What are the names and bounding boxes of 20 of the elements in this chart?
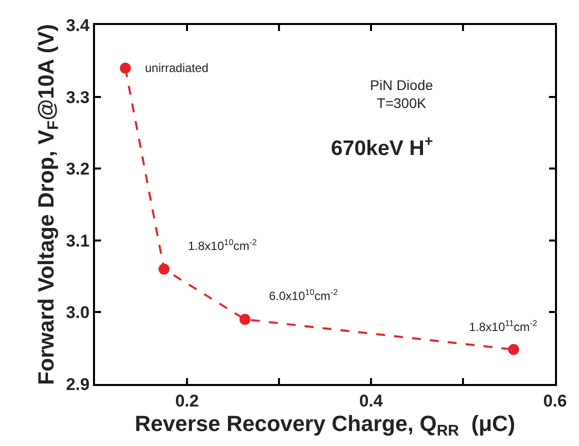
y-tick-label: 3.2	[66, 160, 90, 179]
annotation: unirradiated	[145, 61, 208, 75]
point	[158, 264, 170, 275]
y-tick-label: 3.0	[66, 303, 90, 322]
x-tick-label: 0.6	[543, 391, 567, 410]
annotation: 1.8x10$^{10}$cm$^{-2}$	[188, 237, 258, 254]
y-tick-label: 3.3	[66, 88, 90, 107]
point	[508, 344, 520, 356]
point	[239, 314, 250, 325]
y-tick-label: 3.1	[66, 231, 90, 250]
y-tick-label: 3.4	[66, 16, 90, 35]
annotation: PiN Diode T=300K	[370, 77, 434, 112]
x-tick-label: 0.2	[175, 391, 199, 410]
annotation: 1.8x10$^{11}$cm$^{-2}$	[469, 318, 538, 334]
x-axis-title: Reverse Recovery Charge, Q$_{RR}$ (μC)	[134, 410, 516, 440]
y-tick-label: 2.9	[66, 374, 90, 394]
annotation: 6.0x10$^{10}$cm$^{-2}$	[269, 287, 338, 304]
x-tick-label: 0.4	[359, 391, 384, 410]
point	[120, 62, 131, 74]
annotation: 670keV H$^{+}$	[331, 134, 433, 160]
